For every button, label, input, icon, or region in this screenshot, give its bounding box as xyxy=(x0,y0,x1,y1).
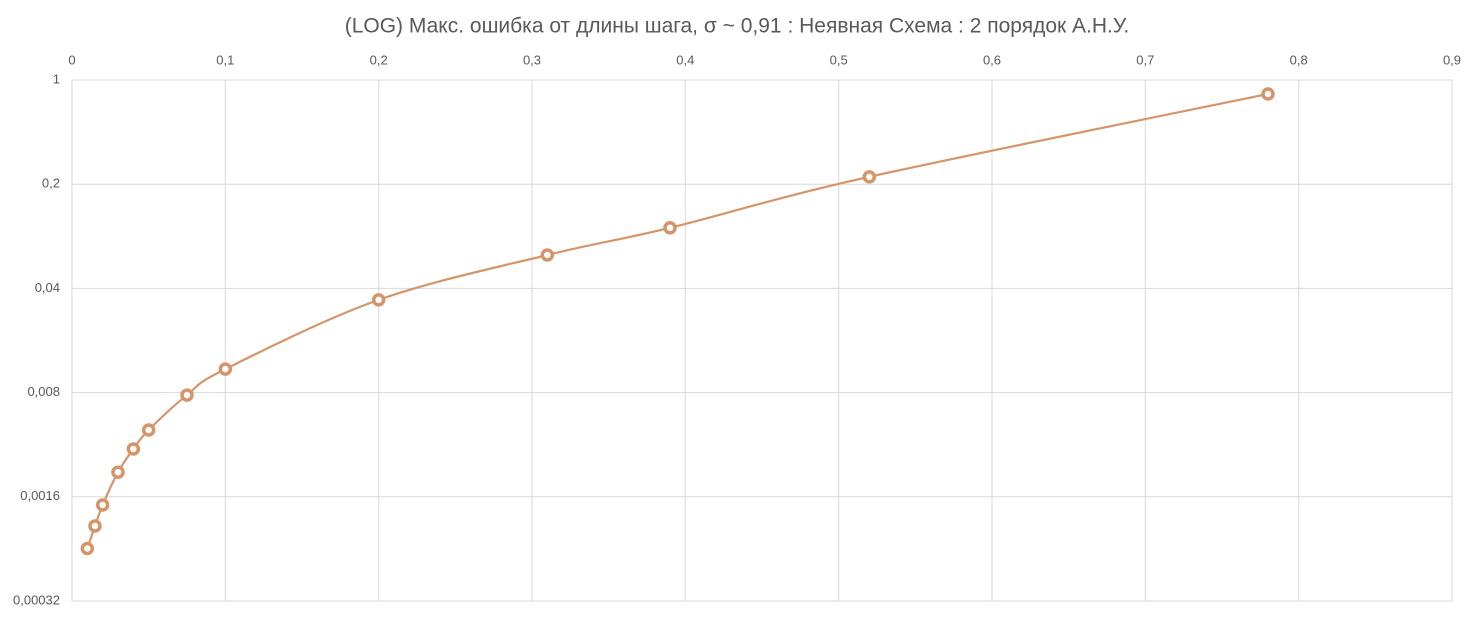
x-tick-label: 0 xyxy=(68,52,75,67)
data-point xyxy=(862,170,877,184)
y-tick-label: 0,04 xyxy=(35,280,60,295)
x-tick-label: 0,7 xyxy=(1136,52,1154,67)
data-point xyxy=(540,248,555,262)
data-point xyxy=(180,388,194,402)
data-point xyxy=(80,541,95,556)
data-point xyxy=(218,362,233,376)
data-point xyxy=(371,293,386,307)
x-tick-label: 0,3 xyxy=(523,52,541,67)
data-point xyxy=(663,221,677,235)
x-tick-label: 0,9 xyxy=(1443,52,1461,67)
y-tick-label: 0,008 xyxy=(27,384,60,399)
data-point xyxy=(1261,87,1275,101)
x-tick-label: 0,2 xyxy=(370,52,388,67)
series-line xyxy=(86,92,1269,549)
data-point xyxy=(141,423,156,437)
y-tick-label: 1 xyxy=(53,71,60,86)
x-tick-label: 0,6 xyxy=(983,52,1001,67)
y-tick-label: 0,00032 xyxy=(13,592,60,607)
y-tick-label: 0,0016 xyxy=(20,488,60,503)
x-tick-label: 0,1 xyxy=(216,52,234,67)
x-tick-label: 0,5 xyxy=(830,52,848,67)
x-tick-label: 0,8 xyxy=(1290,52,1308,67)
data-point xyxy=(126,442,141,456)
chart-title: (LOG) Макс. ошибка от длины шага, σ ~ 0,… xyxy=(345,15,1130,38)
data-point xyxy=(95,498,110,512)
data-point xyxy=(88,519,102,533)
x-tick-label: 0,4 xyxy=(676,52,694,67)
data-point xyxy=(111,465,125,479)
y-tick-label: 0,2 xyxy=(42,176,60,191)
